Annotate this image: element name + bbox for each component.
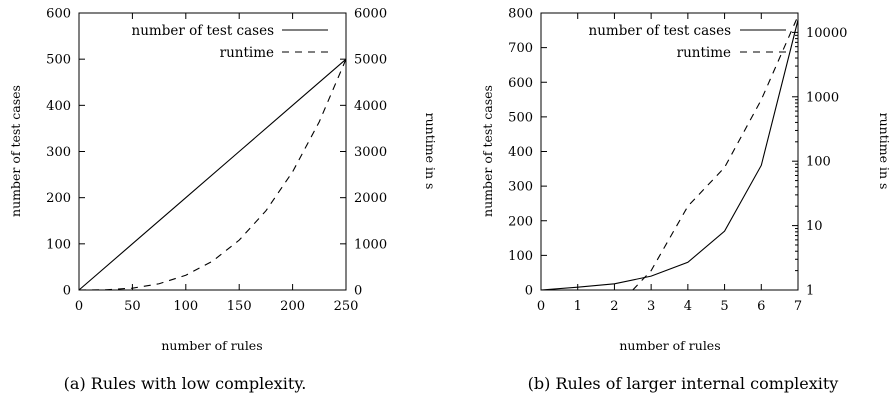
chart-a: 0 50 100 150 200 2500100200300400500600010002… [8, 7, 438, 394]
chart-b: 0 1 2 3 4 5 6 7 0 100 200 300 400 500 600 700 800 1 10 100 1… [480, 7, 892, 394]
y2-tick-label: 5000 [354, 53, 387, 68]
y-tick-label: 400 [508, 145, 533, 160]
x-tick-label: 0 [537, 299, 545, 314]
y-tick-label: 500 [508, 110, 533, 125]
y-tick-label: 800 [508, 7, 533, 22]
x-tick-label: 0 [75, 299, 83, 314]
y2-tick-label: 1000 [806, 90, 839, 105]
y2-tick-label: 3000 [354, 145, 387, 160]
caption-a: (a) Rules with low complexity. [64, 374, 307, 393]
x-tick-label: 5 [720, 299, 728, 314]
x-tick-label: 6 [757, 299, 765, 314]
y-tick-label: 200 [508, 214, 533, 229]
y-tick-label: 700 [508, 41, 533, 56]
plot-frame [78, 12, 347, 291]
series-line-runtime [78, 58, 347, 291]
x-tick-label: 250 [334, 299, 359, 314]
caption-b: (b) Rules of larger internal complexity [528, 374, 839, 393]
series-line-test-cases [78, 58, 347, 291]
y2-tick-label: 4000 [354, 99, 387, 114]
x-tick-label: 2 [610, 299, 618, 314]
x-tick-label: 150 [227, 299, 252, 314]
x-tick-label: 100 [173, 299, 198, 314]
y-tick-label: 0 [525, 284, 533, 299]
legend-label-runtime: runtime [677, 45, 731, 61]
x-tick-label: 7 [794, 299, 802, 314]
x-tick-label: 3 [647, 299, 655, 314]
legend: number of test cases runtime [589, 23, 786, 61]
x-tick-label: 1 [574, 299, 582, 314]
series-lines [540, 15, 799, 291]
y2-tick-label: 1000 [354, 237, 387, 252]
y-tick-label: 600 [508, 76, 533, 91]
y-tick-label: 100 [508, 249, 533, 264]
legend-label-test-cases: number of test cases [589, 23, 732, 39]
tick-labels: 0 1 2 3 4 5 6 7 0 100 200 300 400 500 600 700 800 1 10 100 1… [508, 7, 847, 315]
y2-tick-label: 0 [354, 284, 362, 299]
y-axis-label: number of test cases [480, 85, 495, 217]
y-tick-label: 400 [46, 99, 71, 114]
series-lines [78, 58, 347, 291]
y-tick-label: 0 [63, 284, 71, 299]
y-tick-label: 300 [508, 180, 533, 195]
y2-tick-label: 100 [806, 155, 831, 170]
y2-axis-label: runtime in s [877, 113, 892, 190]
series-line-test-cases [540, 19, 799, 291]
y2-tick-label: 10 [806, 219, 823, 234]
legend-label-test-cases: number of test cases [132, 23, 275, 39]
y2-tick-label: 1 [806, 284, 814, 299]
x-tick-label: 50 [124, 299, 141, 314]
y-axis-label: number of test cases [8, 85, 23, 217]
y2-tick-label: 2000 [354, 191, 387, 206]
y-tick-label: 200 [46, 191, 71, 206]
plot-frame [540, 12, 799, 291]
y-tick-label: 500 [46, 53, 71, 68]
y-tick-label: 600 [46, 7, 71, 22]
y2-tick-label: 6000 [354, 7, 387, 22]
x-tick-label: 4 [684, 299, 692, 314]
tick-marks [540, 12, 799, 291]
x-tick-label: 200 [280, 299, 305, 314]
legend: number of test cases runtime [132, 23, 328, 61]
x-axis-label: number of rules [161, 338, 262, 353]
y-tick-label: 100 [46, 237, 71, 252]
y2-tick-label: 10000 [806, 26, 847, 41]
x-axis-label: number of rules [619, 338, 720, 353]
legend-label-runtime: runtime [220, 45, 274, 61]
y2-axis-label: runtime in s [423, 113, 438, 190]
tick-labels: 0 50 100 150 200 2500100200300400500600010002… [46, 7, 387, 315]
y-tick-label: 300 [46, 145, 71, 160]
tick-marks [78, 12, 347, 291]
